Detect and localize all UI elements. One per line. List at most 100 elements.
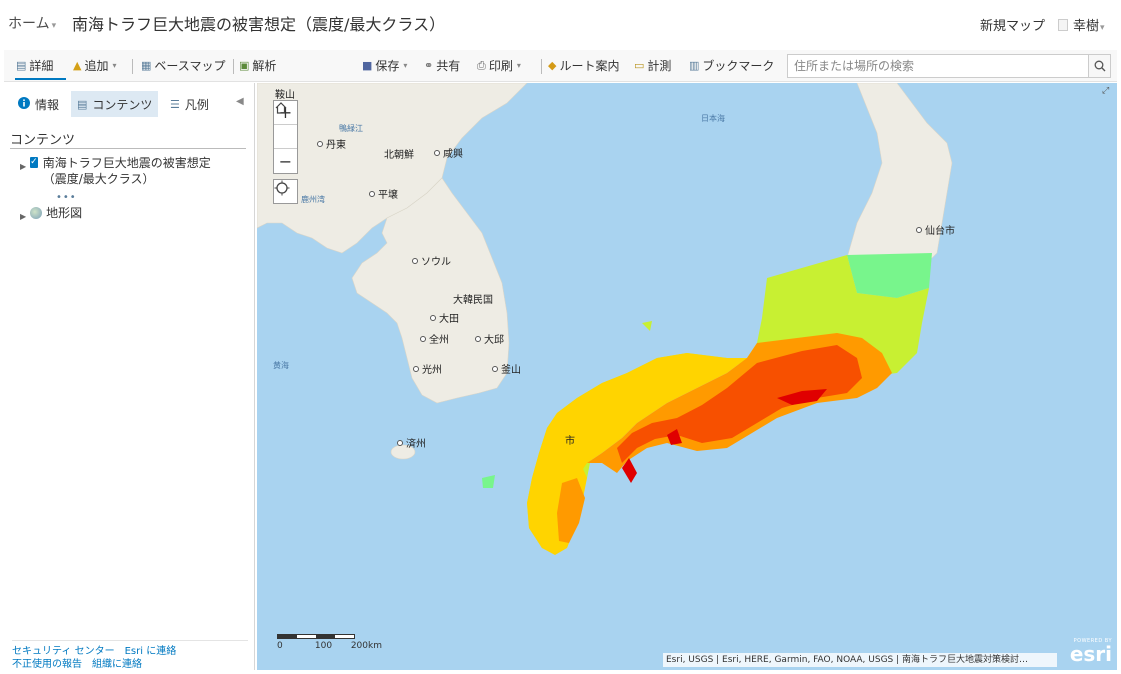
land-tohoku	[846, 83, 953, 259]
map-toolbar: ▤ 詳細 ▲ 追加 ▾ ▦ ベースマップ ▣ 解析 ■ 保存 ▾ ⚭ 共有 ⎙ 印刷 ▾ ◆ ルート案…	[4, 50, 1117, 82]
printer-icon: ⎙	[477, 58, 486, 72]
analysis-icon: ▣	[239, 59, 250, 72]
user-name[interactable]: 幸樹	[1073, 19, 1100, 34]
basemap-globe-icon	[30, 207, 43, 219]
chevron-down-icon: ▾	[112, 61, 117, 70]
home-menu[interactable]: ホーム ▾	[8, 13, 56, 33]
home-label[interactable]: ホーム	[8, 16, 50, 32]
collapse-panel-icon[interactable]: ◀	[236, 96, 244, 107]
layer-item[interactable]: ▶ 地形図	[20, 205, 82, 225]
scale-bar-graphic	[277, 634, 355, 639]
measure-label: 計測	[647, 59, 672, 73]
island-green	[482, 475, 495, 488]
scale-tick: 100	[314, 641, 333, 651]
save-label: 保存	[375, 59, 400, 73]
esri-wordmark: esri	[1069, 642, 1112, 666]
zoom-out-button[interactable]: −	[278, 151, 293, 171]
divider	[10, 148, 246, 149]
scale-tick: 200km	[350, 641, 382, 651]
basemap-button[interactable]: ▦ ベースマップ	[141, 57, 225, 74]
expand-triangle-icon[interactable]: ▶	[20, 212, 27, 221]
map-label: 咸興	[434, 145, 463, 160]
chevron-down-icon[interactable]: ▾	[51, 21, 57, 31]
map-label: ソウル	[412, 253, 451, 268]
tab-legend-label: 凡例	[184, 97, 209, 112]
island-green	[642, 321, 652, 331]
map-label: 平壌	[369, 186, 398, 201]
map-label: 大韓民国	[453, 295, 493, 306]
contents-icon: ▤	[77, 97, 88, 111]
intensity-5-upper-zone	[527, 353, 747, 553]
contact-org-link[interactable]: 組織に連絡	[92, 659, 142, 670]
chevron-down-icon[interactable]: ▾	[1100, 23, 1105, 33]
add-layer-icon: ▲	[73, 59, 82, 72]
intensity-kyushu-orange	[557, 478, 585, 543]
share-label: 共有	[436, 59, 461, 73]
layer-name[interactable]: 南海トラフ巨大地震の被害想定（震度/最大クラス）	[42, 156, 211, 186]
chevron-down-icon: ▾	[516, 61, 521, 70]
layer-visibility-checkbox[interactable]: ✓	[30, 157, 38, 168]
details-button[interactable]: ▤ 詳細	[16, 57, 53, 74]
bookmarks-label: ブックマーク	[702, 59, 775, 73]
home-extent-button[interactable]	[274, 102, 297, 149]
map-view[interactable]: 鞍山 鴨緑江 丹東 北朝鮮 咸興 平壌 鹿州湾 ソウル 大韓民国 大田 全州 大…	[257, 83, 1117, 670]
search-button[interactable]	[1088, 55, 1110, 77]
expand-triangle-icon[interactable]: ▶	[20, 162, 27, 171]
tab-info-label: 情報	[35, 97, 60, 112]
esri-logo[interactable]: POWERED BY esri	[1062, 638, 1112, 664]
map-attribution[interactable]: Esri, USGS | Esri, HERE, Garmin, FAO, NO…	[663, 653, 1057, 667]
divider	[541, 59, 542, 74]
share-button[interactable]: ⚭ 共有	[424, 57, 460, 74]
security-center-link[interactable]: セキュリティ センター	[12, 646, 115, 657]
layer-item[interactable]: ▶ ✓ 南海トラフ巨大地震の被害想定（震度/最大クラス）	[20, 155, 230, 187]
map-label: 鹿州湾	[301, 195, 325, 204]
title-bar: ホーム ▾ 南海トラフ巨大地震の被害想定（震度/最大クラス） 新規マップ 幸樹▾	[0, 0, 1121, 46]
map-label: 市	[565, 436, 575, 447]
map-label: 光州	[413, 361, 442, 376]
tab-info[interactable]: 情報	[12, 91, 65, 117]
analysis-button[interactable]: ▣ 解析	[239, 57, 276, 74]
map-label: 鞍山	[275, 90, 295, 101]
info-icon	[18, 96, 30, 112]
directions-button[interactable]: ◆ ルート案内	[548, 57, 619, 74]
details-icon: ▤	[16, 59, 27, 72]
divider	[132, 59, 133, 74]
bookmarks-button[interactable]: ▥ ブックマーク	[689, 57, 774, 74]
user-menu[interactable]: 幸樹▾	[1058, 15, 1105, 34]
map-label: 全州	[420, 331, 449, 346]
search-input[interactable]	[788, 55, 1086, 77]
tab-legend[interactable]: ☰ 凡例	[164, 91, 215, 117]
layer-name[interactable]: 地形図	[46, 206, 83, 220]
chevron-down-icon: ▾	[403, 61, 408, 70]
more-options-icon[interactable]: •••	[56, 192, 77, 203]
zoom-in-button[interactable]: +	[274, 101, 297, 125]
powered-by-text: POWERED BY	[1073, 638, 1112, 644]
map-label: 日本海	[701, 114, 725, 123]
search-box	[787, 54, 1111, 78]
land-korea	[351, 177, 510, 404]
add-button[interactable]: ▲ 追加 ▾	[73, 57, 117, 74]
tab-contents[interactable]: ▤ コンテンツ	[71, 91, 159, 117]
legend-icon: ☰	[170, 97, 180, 111]
print-button[interactable]: ⎙ 印刷 ▾	[477, 57, 521, 74]
analysis-label: 解析	[252, 59, 277, 73]
measure-button[interactable]: ▭ 計測	[634, 57, 671, 74]
fullscreen-icon[interactable]: ⤢	[1102, 86, 1110, 96]
save-button[interactable]: ■ 保存 ▾	[362, 57, 407, 74]
print-label: 印刷	[488, 59, 513, 73]
intensity-5-lower-zone	[527, 255, 929, 553]
locate-button[interactable]	[273, 179, 298, 204]
contents-panel: 情報 ▤ コンテンツ ☰ 凡例 ◀ コンテンツ ▶ ✓ 南海トラフ巨大地震の被害想定…	[4, 83, 255, 670]
contents-heading: コンテンツ	[10, 133, 76, 148]
map-label: 済州	[397, 435, 426, 450]
zoom-control: + −	[273, 100, 298, 174]
crosshair-icon	[274, 180, 290, 196]
basemap-label: ベースマップ	[154, 59, 226, 73]
report-abuse-link[interactable]: 不正使用の報告	[12, 659, 82, 670]
map-label: 北朝鮮	[384, 150, 414, 161]
intensity-4-zone	[847, 253, 932, 298]
new-map-button[interactable]: 新規マップ	[980, 19, 1046, 34]
map-label: 黄海	[273, 361, 289, 370]
directions-icon: ◆	[548, 59, 557, 72]
contact-esri-link[interactable]: Esri に連絡	[124, 646, 177, 657]
